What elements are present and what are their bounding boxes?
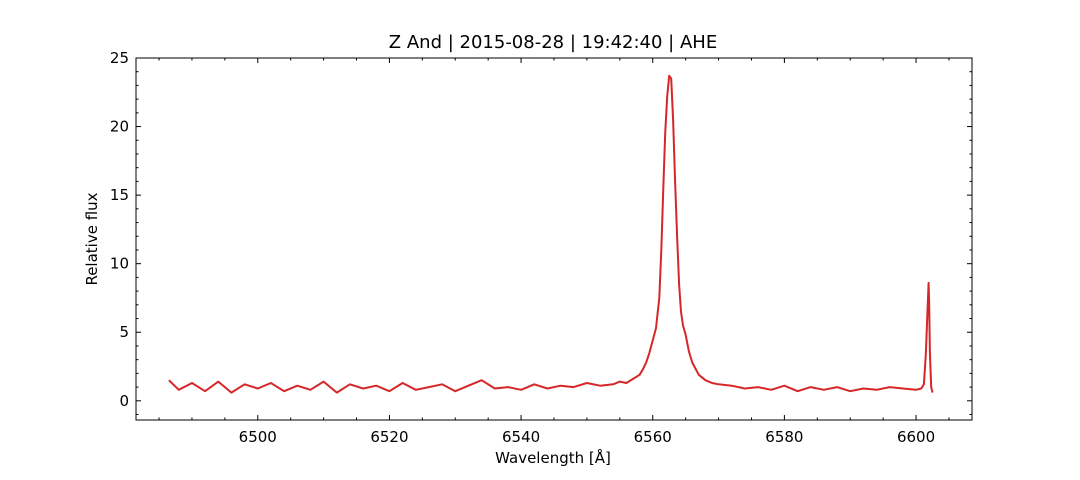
x-tick-label: 6520	[370, 428, 408, 446]
x-tick-label: 6560	[634, 428, 672, 446]
axis-ticks: 6500 6520 6540 6560 6580 6600 0 5 10 15 20 25	[110, 49, 972, 446]
y-tick-label: 5	[119, 323, 129, 341]
y-tick-label: 15	[110, 186, 129, 204]
x-tick-label: 6580	[765, 428, 803, 446]
y-tick-label: 10	[110, 255, 129, 273]
x-axis-label: Wavelength [Å]	[495, 448, 611, 467]
x-tick-label: 6540	[502, 428, 540, 446]
x-tick-label: 6500	[239, 428, 277, 446]
series-layer	[168, 74, 934, 394]
spectrum-line	[168, 74, 934, 394]
plot-frame	[135, 57, 973, 421]
y-tick-label: 20	[110, 118, 129, 136]
y-tick-label: 0	[119, 392, 129, 410]
x-tick-label: 6600	[897, 428, 935, 446]
y-tick-label: 25	[110, 49, 129, 67]
y-axis-label: Relative flux	[83, 192, 101, 285]
chart-title: Z And | 2015-08-28 | 19:42:40 | AHE	[389, 32, 717, 53]
